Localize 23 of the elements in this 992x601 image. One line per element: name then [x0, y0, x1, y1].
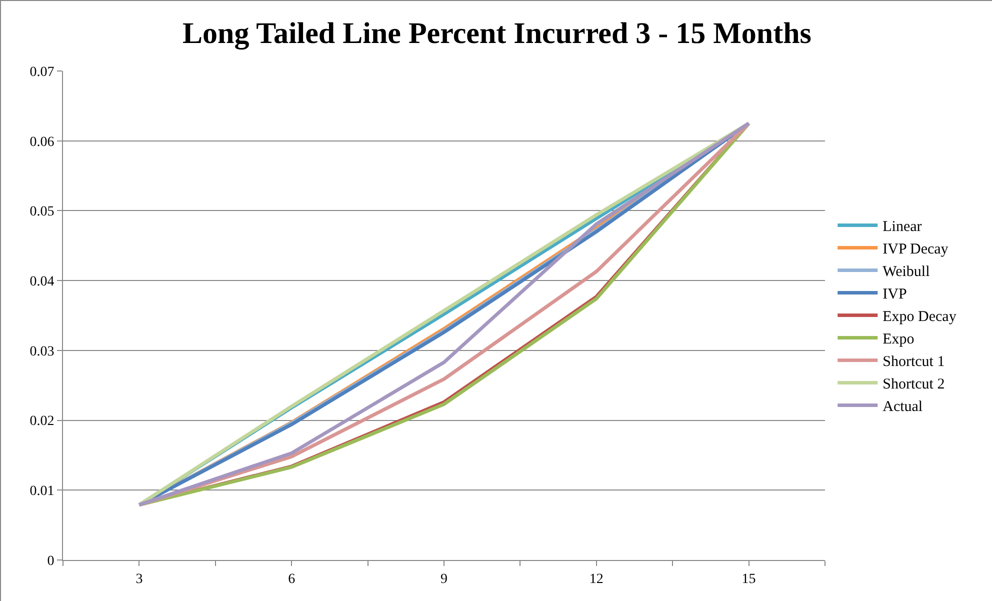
- legend-label: Actual: [882, 399, 923, 416]
- x-tick-label: 9: [440, 572, 448, 587]
- chart-title: Long Tailed Line Percent Incurred 3 - 15 Months: [182, 17, 812, 50]
- y-tick-label: 0.01: [30, 484, 54, 500]
- y-tick-label: 0.05: [30, 204, 54, 220]
- x-tick-label: 12: [589, 572, 604, 587]
- legend-label: IVP Decay: [882, 242, 949, 258]
- legend-label: Linear: [882, 219, 922, 236]
- y-tick-label: 0.04: [30, 274, 54, 290]
- y-tick-label: 0.03: [30, 344, 54, 360]
- x-tick-label: 3: [136, 572, 143, 587]
- x-tick-label: 6: [288, 572, 296, 587]
- y-tick-label: 0.07: [30, 64, 54, 80]
- y-tick-label: 0: [47, 554, 54, 569]
- legend-label: IVP: [882, 286, 907, 303]
- legend-label: Weibull: [882, 264, 930, 280]
- legend-label: Expo: [882, 332, 914, 348]
- legend-label: Shortcut 1: [882, 354, 945, 370]
- y-tick-label: 0.06: [30, 134, 54, 150]
- legend-label: Expo Decay: [882, 309, 957, 326]
- y-tick-label: 0.02: [30, 414, 54, 430]
- legend-label: Shortcut 2: [882, 376, 945, 393]
- x-tick-label: 15: [742, 572, 756, 587]
